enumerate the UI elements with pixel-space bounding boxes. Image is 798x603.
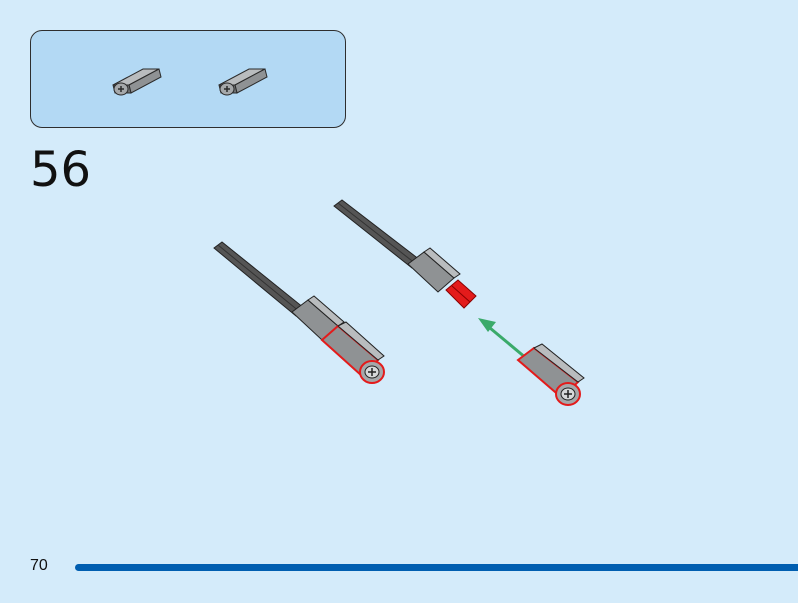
parts-callout-box [30,30,346,128]
axle-connector-icon [112,68,162,96]
axle-connector-icon [516,343,585,406]
assembled-axle-icon [333,199,477,309]
insert-arrow-icon [478,318,527,360]
build-illustration [200,190,600,420]
page-rule [75,564,798,571]
assembled-axle-icon [213,241,385,384]
page-number: 70 [30,557,48,574]
step-number: 56 [30,142,92,198]
axle-connector-icon [218,68,268,96]
